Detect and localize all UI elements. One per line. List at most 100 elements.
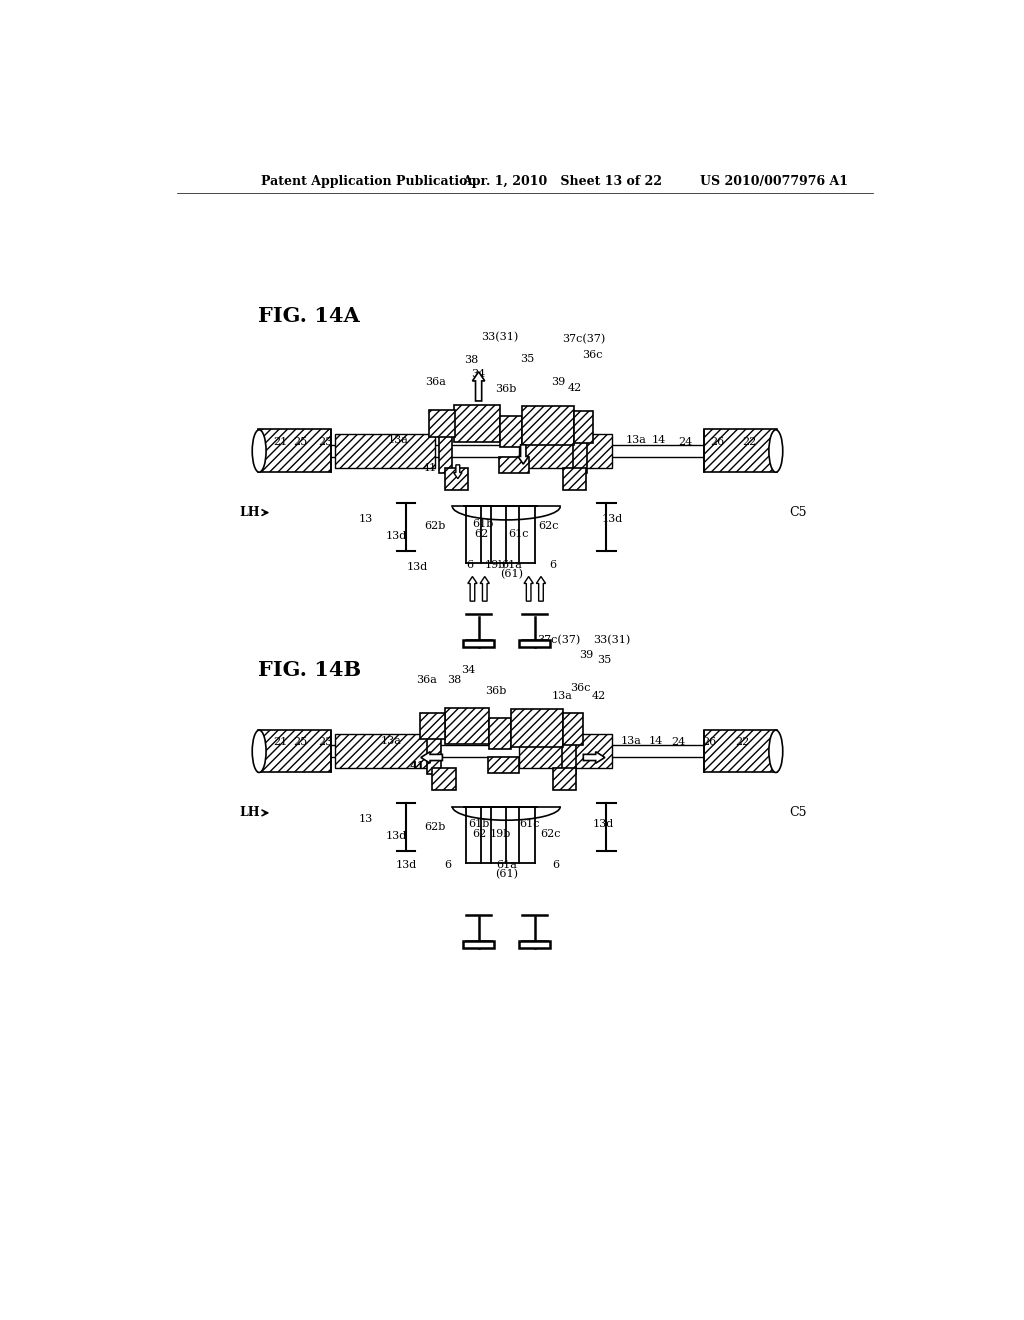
Bar bbox=[519, 434, 611, 469]
Text: 13d: 13d bbox=[386, 832, 407, 841]
Text: 41: 41 bbox=[423, 463, 437, 473]
Text: 42: 42 bbox=[567, 383, 582, 393]
Text: 6: 6 bbox=[444, 861, 452, 870]
Text: 33(31): 33(31) bbox=[481, 331, 519, 342]
Polygon shape bbox=[468, 577, 477, 601]
Bar bbox=[438, 429, 453, 474]
Text: 23: 23 bbox=[318, 737, 333, 747]
Bar bbox=[705, 730, 777, 772]
Polygon shape bbox=[537, 577, 546, 601]
Bar bbox=[521, 407, 574, 445]
Text: 19b: 19b bbox=[484, 560, 506, 570]
Bar bbox=[258, 445, 777, 457]
Bar bbox=[553, 768, 577, 789]
Text: LH: LH bbox=[240, 506, 260, 519]
Bar bbox=[463, 640, 494, 647]
Text: 62c: 62c bbox=[539, 521, 559, 532]
Text: 6: 6 bbox=[550, 560, 557, 570]
Text: 35: 35 bbox=[597, 656, 611, 665]
Text: 61a: 61a bbox=[496, 861, 517, 870]
Text: (61): (61) bbox=[500, 569, 523, 579]
Text: 14: 14 bbox=[651, 436, 666, 445]
Text: 13a: 13a bbox=[621, 735, 641, 746]
Text: US 2010/0077976 A1: US 2010/0077976 A1 bbox=[700, 176, 848, 187]
Bar bbox=[563, 469, 587, 490]
Text: Apr. 1, 2010   Sheet 13 of 22: Apr. 1, 2010 Sheet 13 of 22 bbox=[462, 176, 662, 187]
Text: 6: 6 bbox=[553, 861, 560, 870]
Text: 13a: 13a bbox=[551, 690, 572, 701]
Bar bbox=[444, 709, 489, 743]
Bar bbox=[489, 718, 511, 748]
Text: 36c: 36c bbox=[570, 684, 591, 693]
Bar bbox=[444, 469, 468, 490]
Polygon shape bbox=[524, 577, 534, 601]
Text: 25: 25 bbox=[293, 737, 307, 747]
Text: LH: LH bbox=[240, 807, 260, 820]
Ellipse shape bbox=[252, 730, 266, 772]
Bar bbox=[562, 729, 575, 774]
Text: 22: 22 bbox=[735, 737, 750, 747]
Text: 38: 38 bbox=[446, 676, 461, 685]
Bar bbox=[499, 457, 529, 473]
Text: 25: 25 bbox=[293, 437, 307, 446]
Polygon shape bbox=[472, 372, 484, 401]
Text: 34: 34 bbox=[461, 665, 475, 676]
Text: 13d: 13d bbox=[601, 513, 623, 524]
Polygon shape bbox=[584, 751, 605, 763]
Bar bbox=[519, 734, 611, 768]
Text: 13a: 13a bbox=[380, 735, 401, 746]
Text: 13: 13 bbox=[358, 513, 373, 524]
Text: 62b: 62b bbox=[424, 521, 445, 532]
Text: 34: 34 bbox=[471, 370, 485, 379]
Text: FIG. 14B: FIG. 14B bbox=[258, 660, 360, 680]
Bar bbox=[563, 713, 583, 744]
Bar bbox=[258, 429, 331, 471]
Text: 13: 13 bbox=[358, 814, 373, 824]
Bar bbox=[463, 941, 494, 948]
Text: C5: C5 bbox=[788, 807, 807, 820]
Text: Patent Application Publication: Patent Application Publication bbox=[261, 176, 477, 187]
Text: 36a: 36a bbox=[425, 376, 445, 387]
Text: 21: 21 bbox=[273, 437, 288, 446]
Text: FIG. 14A: FIG. 14A bbox=[258, 306, 359, 326]
Bar bbox=[573, 429, 587, 474]
Text: 23: 23 bbox=[318, 437, 333, 446]
Ellipse shape bbox=[252, 430, 266, 473]
Text: 36a: 36a bbox=[417, 676, 437, 685]
Ellipse shape bbox=[769, 430, 782, 473]
Text: 24: 24 bbox=[672, 737, 686, 747]
Text: 13d: 13d bbox=[407, 561, 428, 572]
Text: 62b: 62b bbox=[424, 822, 445, 832]
Text: (61): (61) bbox=[495, 870, 518, 879]
Text: 26: 26 bbox=[711, 437, 724, 446]
Text: 13d: 13d bbox=[395, 861, 417, 870]
Bar bbox=[420, 713, 445, 739]
Text: 6: 6 bbox=[466, 560, 473, 570]
Polygon shape bbox=[518, 445, 528, 465]
Text: 62: 62 bbox=[472, 829, 486, 840]
Bar bbox=[487, 758, 518, 774]
Bar bbox=[429, 411, 455, 437]
Text: 61c: 61c bbox=[508, 529, 528, 539]
Text: 26: 26 bbox=[702, 737, 717, 747]
Text: 33(31): 33(31) bbox=[593, 635, 631, 644]
Text: 37c(37): 37c(37) bbox=[537, 635, 581, 644]
Bar bbox=[258, 730, 331, 772]
Text: 62c: 62c bbox=[541, 829, 561, 840]
Text: 36b: 36b bbox=[495, 384, 516, 395]
Text: 22: 22 bbox=[742, 437, 757, 446]
Text: 21: 21 bbox=[273, 737, 288, 747]
Text: 13a: 13a bbox=[388, 436, 409, 445]
Text: 42: 42 bbox=[592, 690, 606, 701]
Bar bbox=[500, 416, 521, 447]
Text: 13a: 13a bbox=[626, 436, 647, 445]
Text: 36b: 36b bbox=[484, 686, 506, 696]
Text: 61b: 61b bbox=[472, 519, 494, 529]
Text: C5: C5 bbox=[788, 506, 807, 519]
Text: 41: 41 bbox=[410, 760, 425, 771]
Bar bbox=[705, 429, 777, 471]
Text: 38: 38 bbox=[465, 355, 479, 366]
Bar bbox=[335, 434, 435, 469]
Polygon shape bbox=[421, 751, 442, 763]
Bar bbox=[427, 729, 441, 774]
